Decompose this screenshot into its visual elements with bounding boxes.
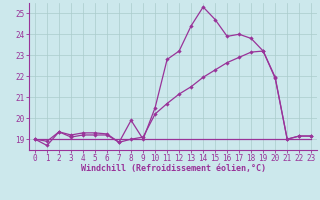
X-axis label: Windchill (Refroidissement éolien,°C): Windchill (Refroidissement éolien,°C) (81, 164, 266, 173)
